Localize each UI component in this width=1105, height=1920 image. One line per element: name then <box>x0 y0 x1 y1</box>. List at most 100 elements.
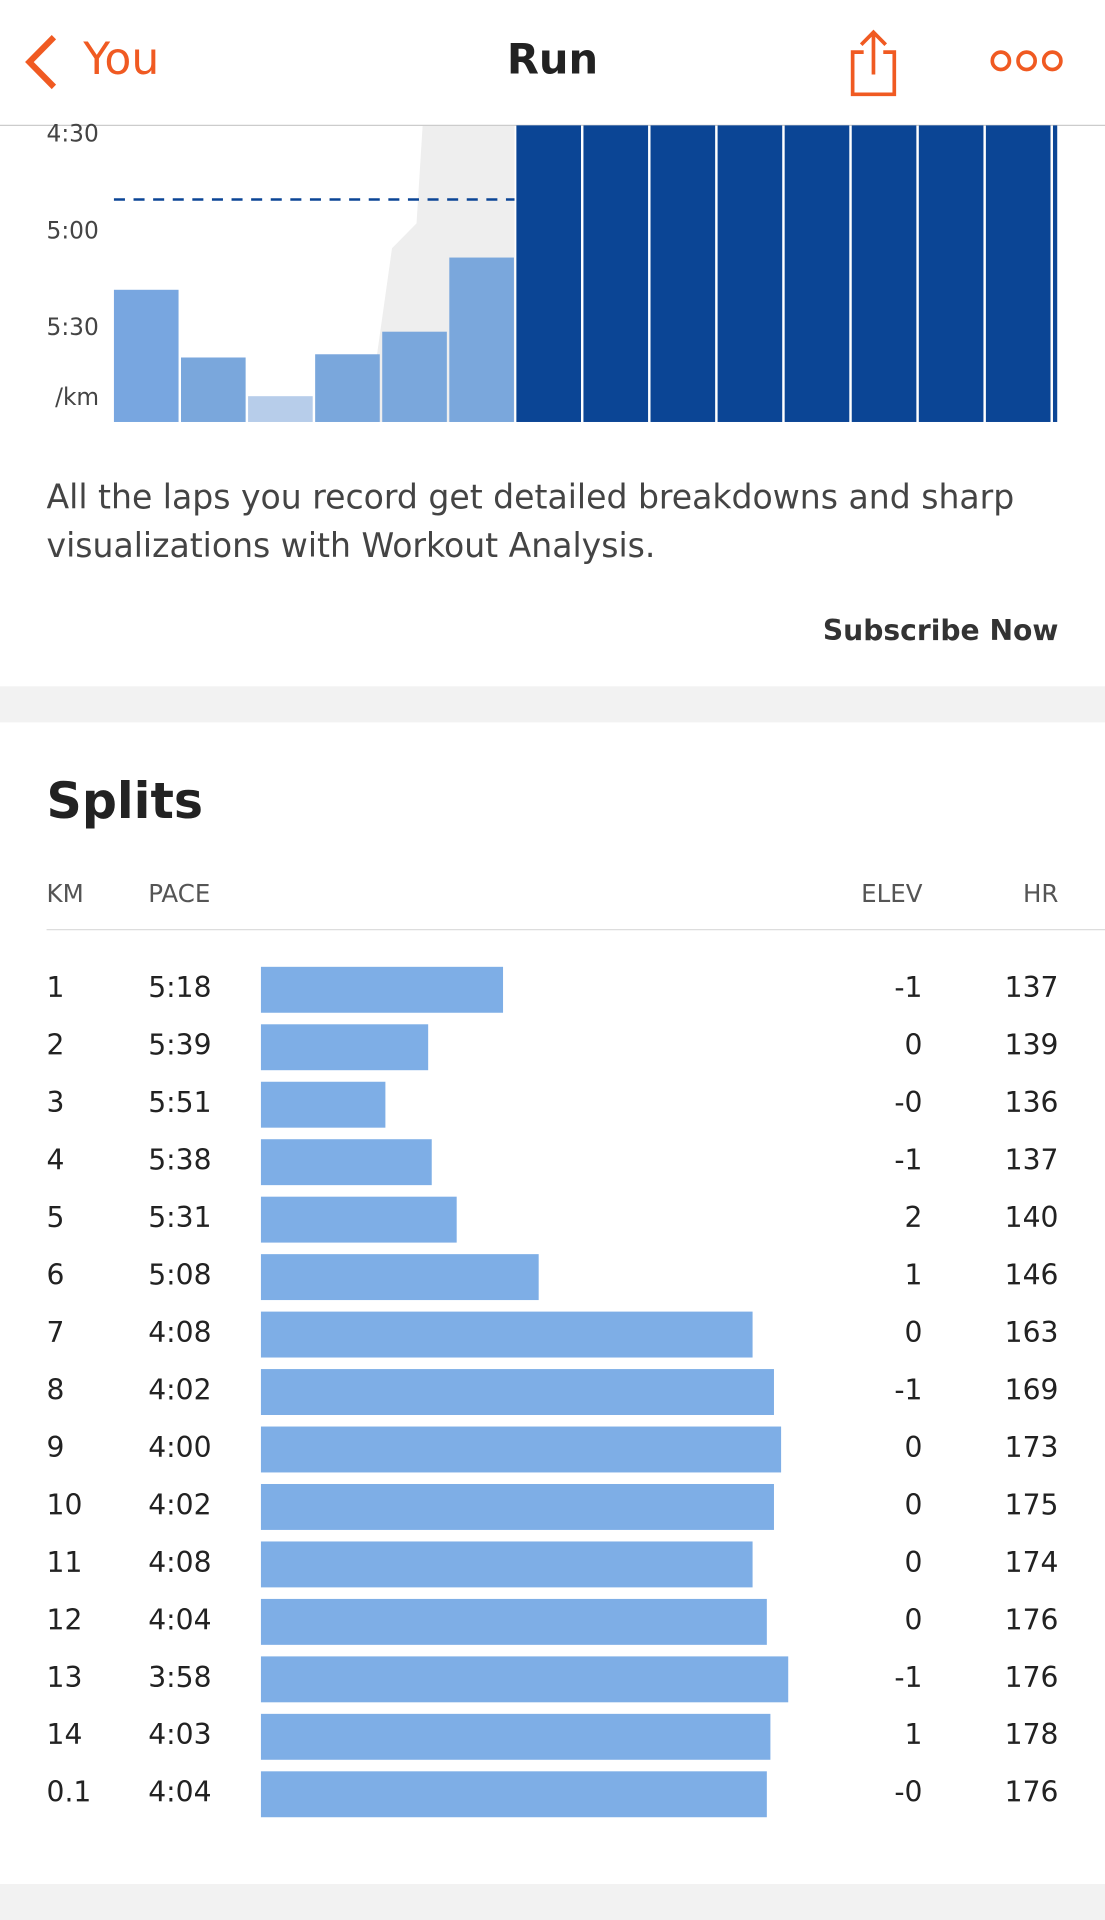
hr: 139 <box>1005 1029 1059 1062</box>
elev: 1 <box>905 1258 923 1291</box>
lap-bar <box>449 257 514 422</box>
pace: 5:18 <box>148 971 211 1004</box>
km: 0.1 <box>47 1776 92 1809</box>
hr: 137 <box>1005 1143 1059 1176</box>
subscribe-button[interactable]: Subscribe Now <box>823 614 1059 647</box>
hr: 178 <box>1005 1718 1059 1751</box>
more-icon[interactable] <box>990 50 1063 72</box>
elev: 0 <box>905 1488 923 1521</box>
hr: 140 <box>1005 1201 1059 1234</box>
pace-bar <box>260 1771 767 1818</box>
separator <box>0 1884 1105 1920</box>
hr: 163 <box>1005 1316 1059 1349</box>
pace: 3:58 <box>148 1661 211 1694</box>
elev: -1 <box>894 971 922 1004</box>
km: 5 <box>47 1201 65 1234</box>
screen-title: Run <box>507 34 598 83</box>
unit-label: /km <box>55 383 99 411</box>
lap-bar <box>717 125 783 422</box>
km: 9 <box>47 1431 65 1464</box>
km: 7 <box>47 1316 65 1349</box>
pace: 4:00 <box>148 1431 211 1464</box>
hr: 146 <box>1005 1258 1059 1291</box>
elev: 0 <box>905 1316 923 1349</box>
share-icon[interactable] <box>850 29 897 97</box>
elev: 1 <box>905 1718 923 1751</box>
back-icon[interactable] <box>25 35 57 90</box>
elev: 2 <box>905 1201 923 1234</box>
pace-bar <box>260 1196 457 1243</box>
column-header: ELEV <box>861 879 922 908</box>
lap-bar <box>1052 125 1058 422</box>
elev: -1 <box>894 1373 922 1406</box>
pace: 4:08 <box>148 1546 211 1579</box>
pace: 4:08 <box>148 1316 211 1349</box>
lap-bar <box>784 125 850 422</box>
lap-bar <box>382 331 447 422</box>
pace-bar <box>260 1254 539 1301</box>
km: 2 <box>47 1029 65 1062</box>
km: 11 <box>47 1546 83 1579</box>
km: 1 <box>47 971 65 1004</box>
pace-bar <box>260 966 504 1013</box>
promo-text: visualizations with Workout Analysis. <box>47 526 656 565</box>
elev: -0 <box>894 1776 922 1809</box>
pace-bar <box>260 1024 429 1071</box>
pace: 4:04 <box>148 1603 211 1636</box>
separator <box>0 686 1105 723</box>
lap-bar <box>315 354 380 422</box>
km: 8 <box>47 1373 65 1406</box>
elev: -1 <box>894 1661 922 1694</box>
lap-bar <box>516 125 581 422</box>
pace-bar <box>260 1483 774 1530</box>
lap-bar <box>583 125 649 422</box>
column-header: KM <box>47 879 84 908</box>
splits-title: Splits <box>47 772 204 830</box>
km: 12 <box>47 1603 83 1636</box>
km: 10 <box>47 1488 83 1521</box>
lap-bar <box>985 125 1051 422</box>
elev: -0 <box>894 1086 922 1119</box>
elev: 0 <box>905 1546 923 1579</box>
y-tick-label: 5:00 <box>47 216 99 244</box>
column-header: PACE <box>148 879 210 908</box>
column-header: HR <box>1023 879 1058 908</box>
pace-bar <box>260 1426 782 1473</box>
hr: 176 <box>1005 1776 1059 1809</box>
pace: 4:03 <box>148 1718 211 1751</box>
back-label[interactable]: You <box>82 34 159 85</box>
elev: 0 <box>905 1431 923 1464</box>
pace-bar <box>260 1656 789 1703</box>
pace: 5:31 <box>148 1201 211 1234</box>
elev: -1 <box>894 1143 922 1176</box>
km: 6 <box>47 1258 65 1291</box>
elev: 0 <box>905 1029 923 1062</box>
pace-bar <box>260 1369 774 1415</box>
lap-bar <box>113 289 179 422</box>
pace-bar <box>260 1139 432 1186</box>
km: 14 <box>47 1718 83 1751</box>
lap-bar <box>851 125 917 422</box>
promo-text: All the laps you record get detailed bre… <box>47 477 1015 516</box>
pace-bar <box>260 1598 767 1645</box>
pace: 4:02 <box>148 1373 211 1406</box>
pace: 5:08 <box>148 1258 211 1291</box>
hr: 173 <box>1005 1431 1059 1464</box>
pace: 5:51 <box>148 1086 211 1119</box>
pace-bar <box>260 1311 753 1358</box>
hr: 176 <box>1005 1603 1059 1636</box>
pace-bar <box>260 1541 753 1588</box>
pace-bar <box>260 1713 771 1760</box>
hr: 136 <box>1005 1086 1059 1119</box>
elev: 0 <box>905 1603 923 1636</box>
y-tick-label: 5:30 <box>47 313 99 341</box>
lap-bar <box>248 396 313 422</box>
km: 4 <box>47 1143 65 1176</box>
hr: 176 <box>1005 1661 1059 1694</box>
lap-bar <box>650 125 716 422</box>
hr: 174 <box>1005 1546 1059 1579</box>
hr: 175 <box>1005 1488 1059 1521</box>
km: 3 <box>47 1086 65 1119</box>
